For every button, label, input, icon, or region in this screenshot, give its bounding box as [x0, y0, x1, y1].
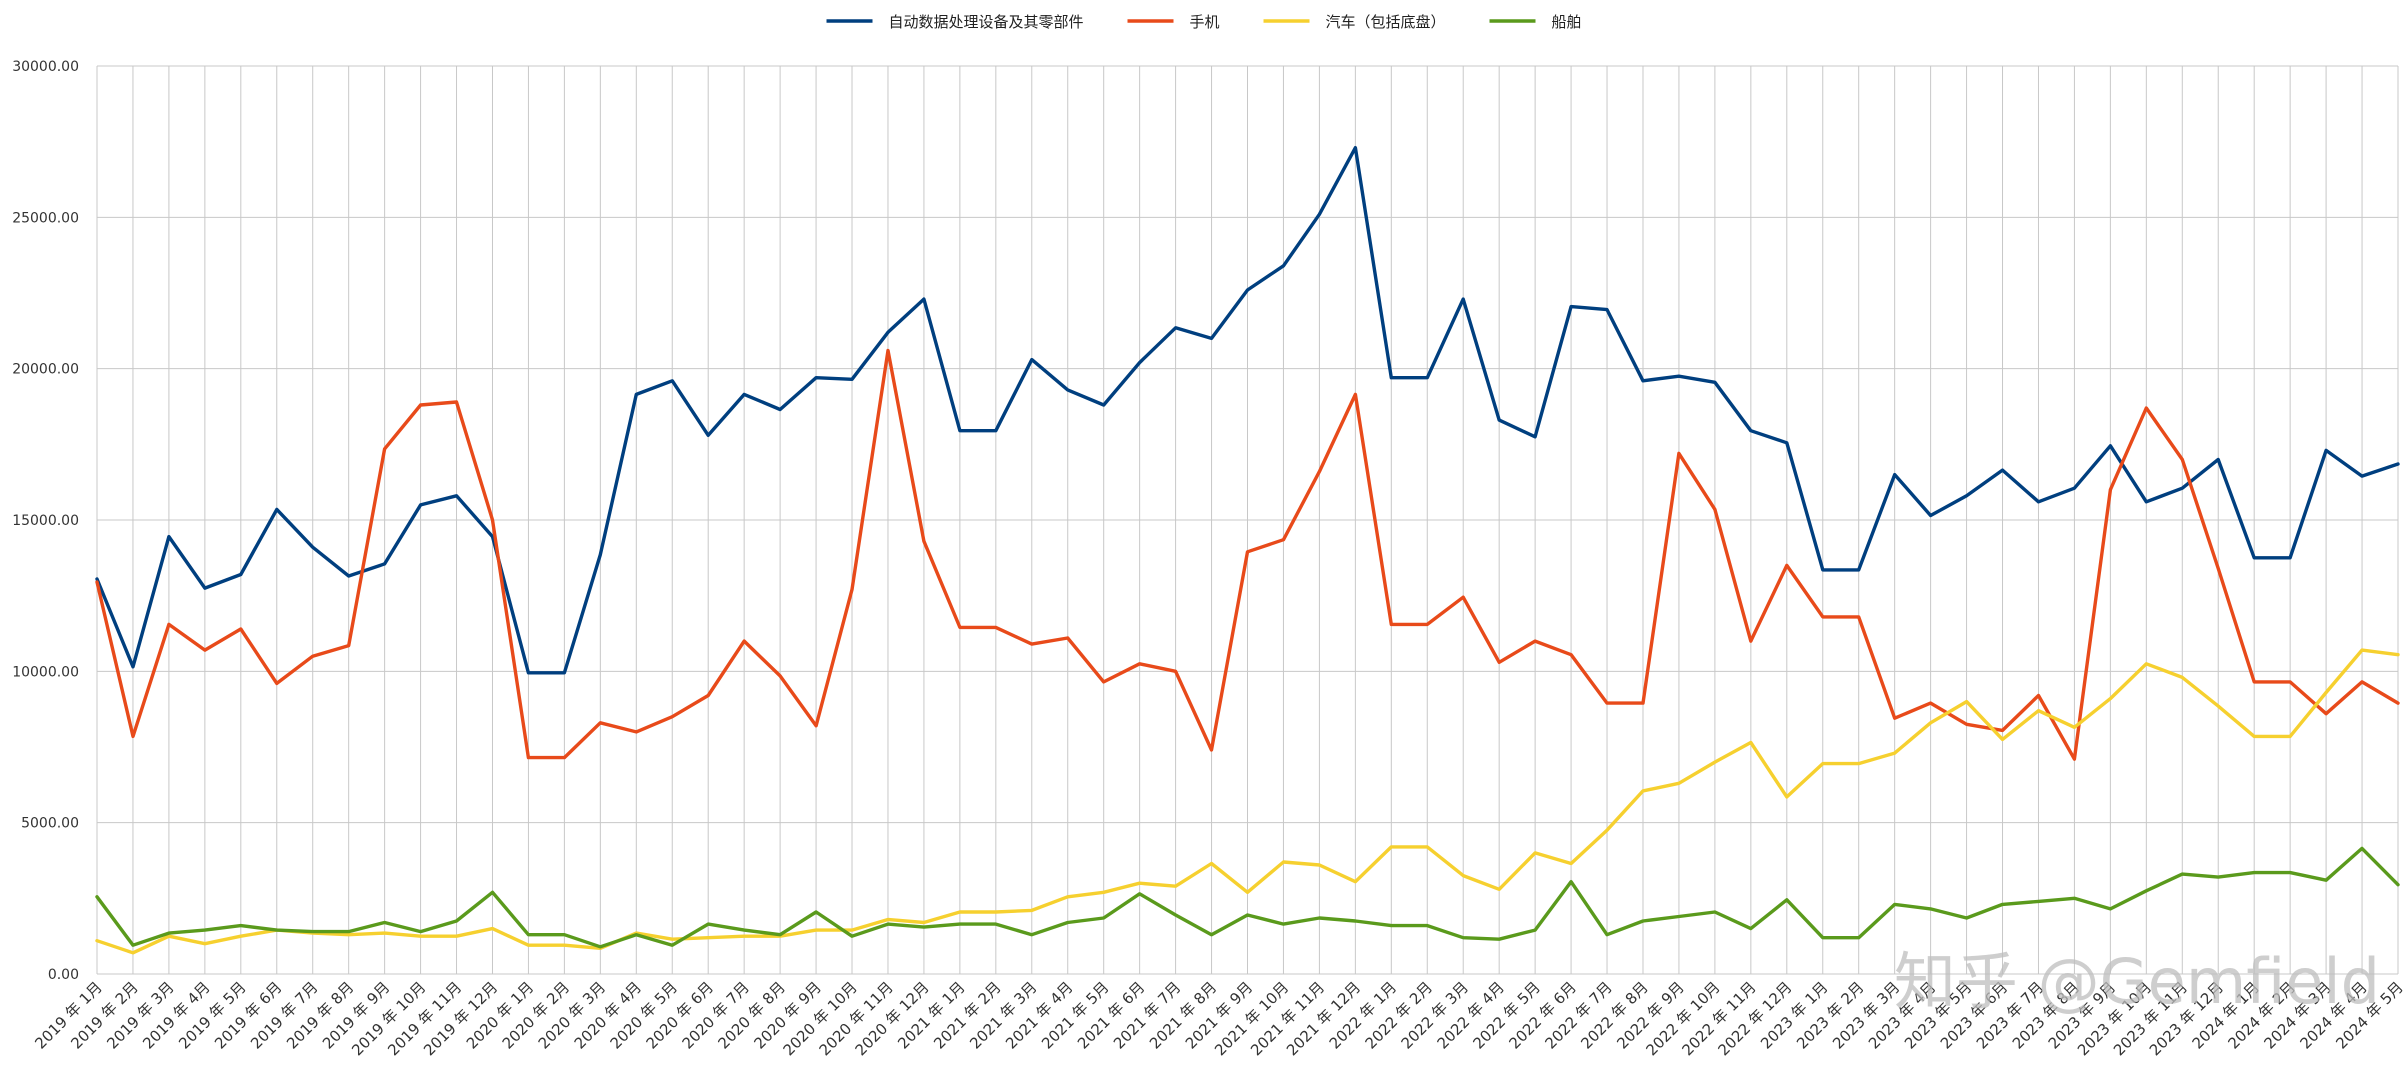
y-tick-label: 5000.00 [21, 816, 79, 832]
legend-label: 船舶 [1552, 13, 1582, 31]
series-line [95, 145, 2400, 675]
vertical-gridlines [96, 66, 2399, 974]
y-axis-tick-labels: 0.00 5000.00 10000.00 15000.00 20000.00 25000… [12, 59, 79, 983]
y-tick-label: 25000.00 [12, 210, 79, 226]
legend-label: 自动数据处理设备及其零部件 [889, 13, 1084, 31]
watermark-text: 知乎 @Gemfield [1894, 945, 2380, 1018]
y-tick-label: 0.00 [48, 967, 79, 983]
y-tick-label: 20000.00 [12, 362, 79, 378]
legend-label: 手机 [1190, 13, 1220, 31]
legend-label: 汽车（包括底盘） [1326, 13, 1446, 31]
series-line [95, 846, 2400, 949]
y-tick-label: 15000.00 [12, 513, 79, 529]
series-line [95, 348, 2400, 761]
series-line [95, 648, 2400, 955]
legend: 自动数据处理设备及其零部件 手机 汽车（包括底盘） 船舶 [826, 13, 1582, 31]
y-tick-label: 10000.00 [12, 664, 79, 680]
series-lines [95, 145, 2400, 955]
y-tick-label: 30000.00 [12, 59, 79, 75]
